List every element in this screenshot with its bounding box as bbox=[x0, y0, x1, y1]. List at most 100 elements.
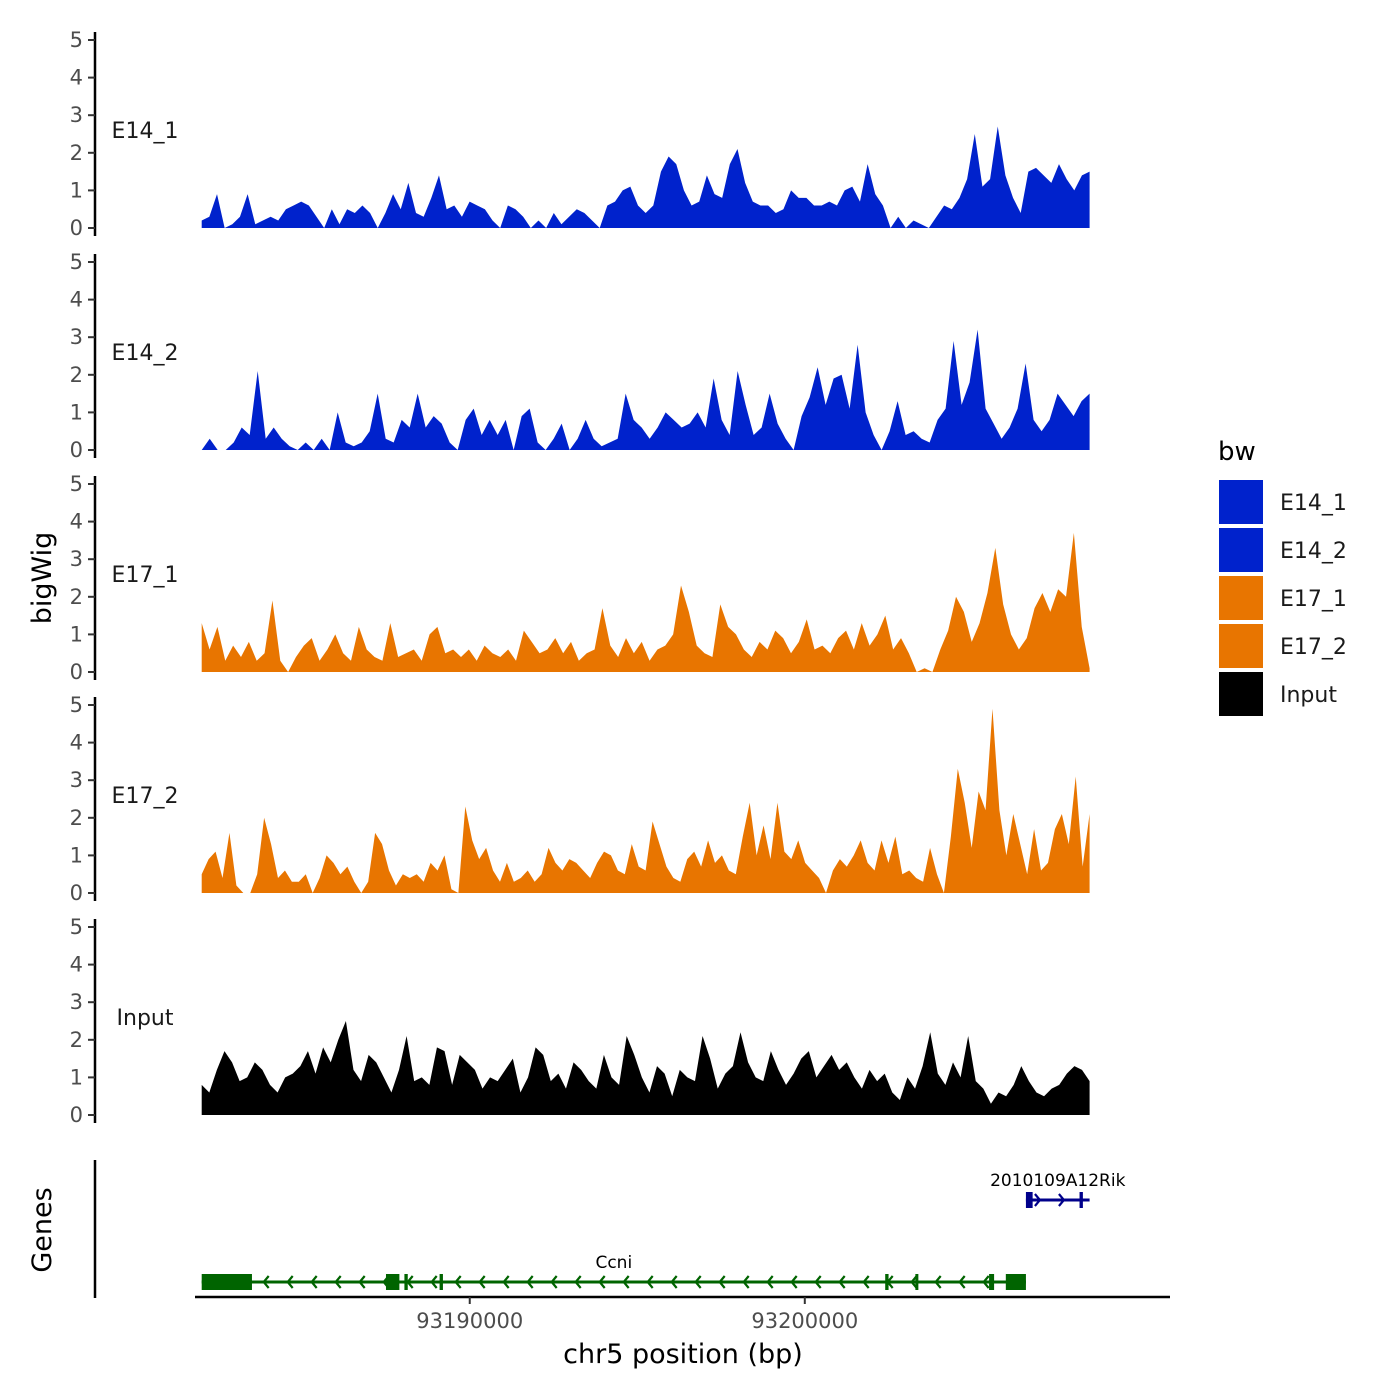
y-tick-label: 3 bbox=[70, 103, 83, 127]
legend-label: E17_1 bbox=[1280, 587, 1347, 612]
exon bbox=[1025, 1192, 1033, 1208]
legend-swatch bbox=[1219, 576, 1263, 620]
signal-area bbox=[201, 329, 1090, 450]
y-tick-label: 3 bbox=[70, 768, 83, 792]
strand-arrow bbox=[598, 1275, 606, 1289]
x-tick-label: 93190000 bbox=[416, 1309, 523, 1333]
exon bbox=[385, 1274, 400, 1290]
strand-arrow bbox=[334, 1275, 342, 1289]
strand-arrow bbox=[286, 1275, 294, 1289]
y-tick-label: 2 bbox=[70, 585, 83, 609]
exon bbox=[885, 1274, 889, 1290]
legend-label: E14_1 bbox=[1280, 491, 1347, 516]
y-axis-title: bigWig bbox=[27, 532, 58, 625]
legend-swatch bbox=[1219, 672, 1263, 716]
genes-panel-title: Genes bbox=[27, 1187, 58, 1272]
y-tick-label: 2 bbox=[70, 363, 83, 387]
y-tick-label: 3 bbox=[70, 990, 83, 1014]
y-tick-label: 2 bbox=[70, 141, 83, 165]
signal-area bbox=[201, 126, 1090, 228]
track-e17-2: 0 1 2 3 4 5 E17_2 bbox=[70, 693, 1090, 905]
y-tick-label: 1 bbox=[70, 178, 83, 202]
strand-arrow bbox=[502, 1275, 510, 1289]
y-tick-label: 1 bbox=[70, 622, 83, 646]
y-tick-label: 5 bbox=[70, 472, 83, 496]
x-axis-title: chr5 position (bp) bbox=[563, 1339, 803, 1370]
strand-arrow bbox=[310, 1275, 318, 1289]
strand-arrow bbox=[1034, 1193, 1042, 1207]
strand-arrow bbox=[862, 1275, 870, 1289]
strand-arrow bbox=[814, 1275, 822, 1289]
y-tick-label: 0 bbox=[70, 881, 83, 905]
track-e17-1: 0 1 2 3 4 5 E17_1 bbox=[70, 472, 1090, 684]
track-e14-1: 0 1 2 3 4 5 E14_1 bbox=[70, 28, 1090, 240]
strand-arrow bbox=[526, 1275, 534, 1289]
y-tick-label: 0 bbox=[70, 1103, 83, 1127]
legend-swatch bbox=[1219, 480, 1263, 524]
legend-swatch bbox=[1219, 624, 1263, 668]
y-tick-label: 4 bbox=[70, 288, 83, 312]
y-tick-label: 1 bbox=[70, 1065, 83, 1089]
strand-arrow bbox=[550, 1275, 558, 1289]
strand-arrow bbox=[430, 1275, 438, 1289]
strand-arrow bbox=[670, 1275, 678, 1289]
signal-area bbox=[201, 708, 1090, 893]
strand-arrow bbox=[718, 1275, 726, 1289]
exon bbox=[915, 1274, 919, 1290]
strand-arrow bbox=[910, 1275, 918, 1289]
legend-label: Input bbox=[1280, 683, 1337, 708]
track-e14-2: 0 1 2 3 4 5 E14_2 bbox=[70, 250, 1090, 462]
strand-arrow bbox=[574, 1275, 582, 1289]
y-tick-label: 5 bbox=[70, 693, 83, 717]
strand-arrow bbox=[622, 1275, 630, 1289]
strand-arrow bbox=[262, 1275, 270, 1289]
y-tick-label: 3 bbox=[70, 325, 83, 349]
y-tick-label: 1 bbox=[70, 400, 83, 424]
y-tick-label: 4 bbox=[70, 731, 83, 755]
x-axis: 93190000 93200000 bbox=[195, 1295, 1170, 1333]
strand-arrow bbox=[838, 1275, 846, 1289]
strand-arrow bbox=[478, 1275, 486, 1289]
legend-label: E14_2 bbox=[1280, 539, 1347, 564]
y-tick-label: 4 bbox=[70, 66, 83, 90]
x-tick-label: 93200000 bbox=[751, 1309, 858, 1333]
y-tick-label: 2 bbox=[70, 806, 83, 830]
strand-arrow bbox=[766, 1275, 774, 1289]
strand-arrow bbox=[742, 1275, 750, 1289]
gene-ccni: Ccni bbox=[201, 1253, 1026, 1290]
y-tick-label: 0 bbox=[70, 438, 83, 462]
legend-title: bw bbox=[1218, 437, 1256, 467]
signal-area bbox=[201, 1021, 1090, 1115]
strand-arrow bbox=[694, 1275, 702, 1289]
exon bbox=[989, 1274, 995, 1290]
exon bbox=[439, 1274, 443, 1290]
track-label: E14_1 bbox=[112, 119, 179, 144]
y-tick-label: 3 bbox=[70, 547, 83, 571]
y-tick-label: 4 bbox=[70, 953, 83, 977]
strand-arrow bbox=[790, 1275, 798, 1289]
track-input: 0 1 2 3 4 5 Input bbox=[70, 915, 1090, 1127]
gene-2010109a12rik: 2010109A12Rik bbox=[990, 1171, 1126, 1208]
exon bbox=[404, 1274, 408, 1290]
gene-panel: Ccni 2010109A12Rik bbox=[93, 1160, 1126, 1298]
track-label: Input bbox=[117, 1006, 174, 1031]
gene-label: Ccni bbox=[595, 1253, 632, 1273]
legend-swatch bbox=[1219, 528, 1263, 572]
legend-label: E17_2 bbox=[1280, 635, 1347, 660]
track-label: E14_2 bbox=[112, 341, 179, 366]
y-tick-label: 0 bbox=[70, 660, 83, 684]
strand-arrow bbox=[646, 1275, 654, 1289]
strand-arrow bbox=[934, 1275, 942, 1289]
legend: bw E14_1 E14_2 E17_1 E17_2 Input bbox=[1218, 437, 1347, 716]
y-tick-label: 5 bbox=[70, 250, 83, 274]
exon bbox=[1005, 1274, 1026, 1290]
strand-arrow bbox=[958, 1275, 966, 1289]
track-label: E17_1 bbox=[112, 563, 179, 588]
strand-arrow bbox=[1058, 1193, 1066, 1207]
exon bbox=[201, 1274, 252, 1290]
y-tick-label: 0 bbox=[70, 216, 83, 240]
track-label: E17_2 bbox=[112, 784, 179, 809]
strand-arrow bbox=[982, 1275, 990, 1289]
signal-area bbox=[201, 532, 1090, 672]
